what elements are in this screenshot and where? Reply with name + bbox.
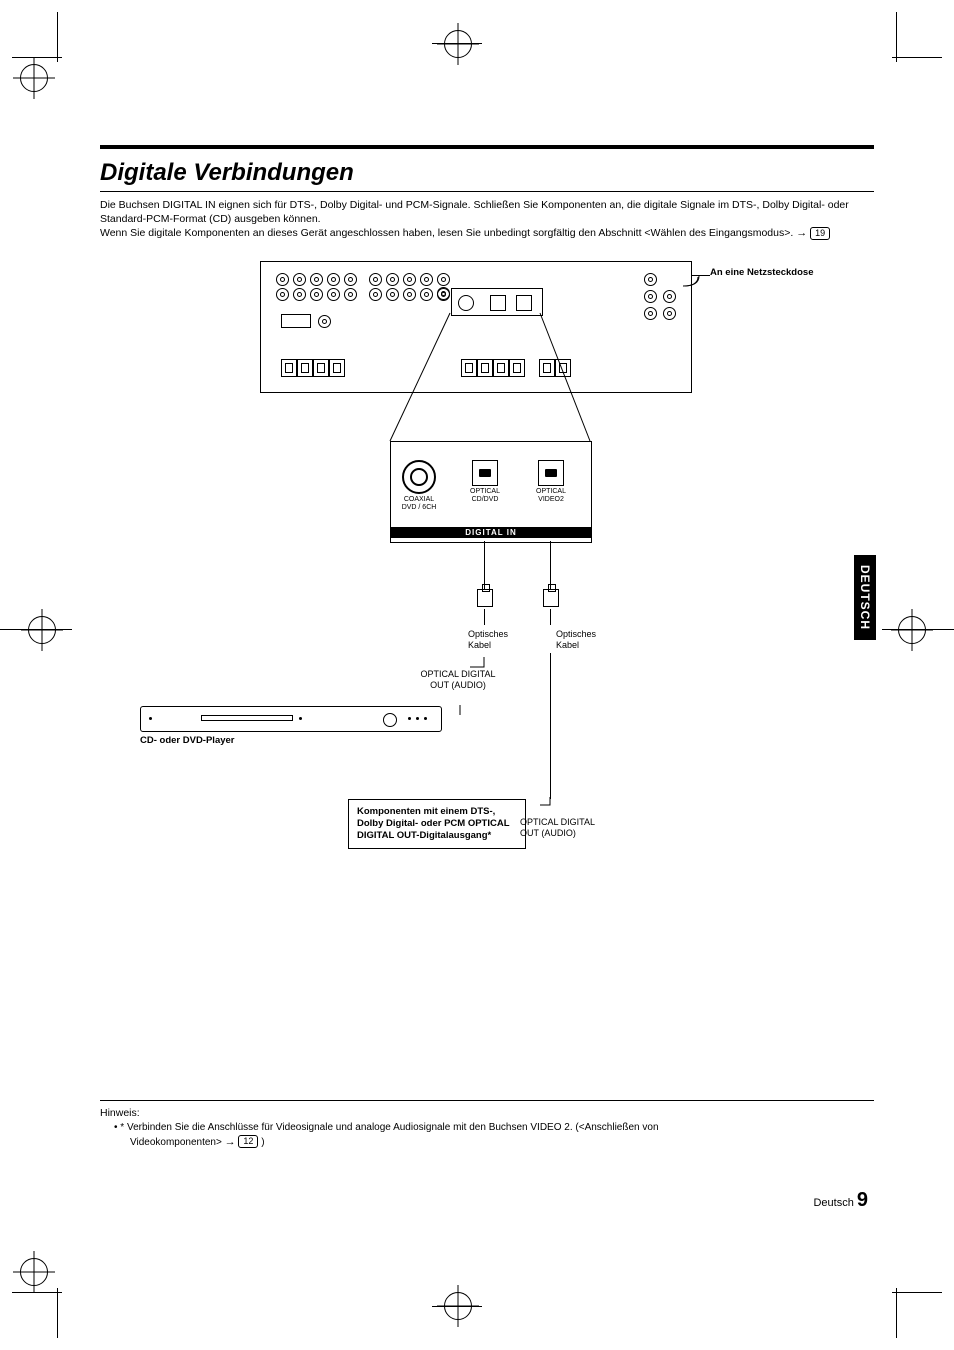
- optical-jack-icon: [538, 460, 564, 486]
- optical-cable-label: Optisches Kabel: [468, 629, 528, 650]
- note-text-a: * Verbinden Sie die Anschlüsse für Video…: [120, 1122, 658, 1133]
- page-lang: Deutsch: [813, 1197, 853, 1209]
- optical-cable-label: Optisches Kabel: [556, 629, 616, 650]
- ref-arrow: →: [796, 227, 807, 239]
- bracket-line: [540, 797, 570, 821]
- page: Digitale Verbindungen Die Buchsen DIGITA…: [0, 0, 954, 1350]
- crop-mark: [432, 43, 482, 44]
- cable-line: [484, 541, 485, 589]
- note-text-b: Videokomponenten>: [130, 1137, 225, 1148]
- heading-rule-top: [100, 145, 874, 149]
- connection-diagram: An eine Netzsteckdose COAXIAL DVD / 6CH …: [100, 261, 874, 901]
- intro-text: Die Buchsen DIGITAL IN eignen sich für D…: [100, 198, 874, 241]
- page-title: Digitale Verbindungen: [100, 159, 874, 187]
- optical2-label: OPTICAL VIDEO2: [529, 488, 573, 503]
- note-close-paren: ): [261, 1137, 264, 1148]
- intro-p1: Die Buchsen DIGITAL IN eignen sich für D…: [100, 199, 849, 225]
- crop-mark: [12, 57, 62, 58]
- power-jacks: [643, 272, 677, 321]
- dvd-player: [140, 706, 442, 732]
- optical1-label: OPTICAL CD/DVD: [463, 488, 507, 503]
- content-area: Digitale Verbindungen Die Buchsen DIGITA…: [100, 145, 874, 1250]
- callout-line: [692, 275, 710, 276]
- note-line1: • * Verbinden Sie die Anschlüsse für Vid…: [114, 1122, 659, 1133]
- crop-mark: [57, 12, 58, 62]
- footer-area: Hinweis: • * Verbinden Sie die Anschlüss…: [100, 1100, 874, 1149]
- page-num-value: 9: [857, 1189, 868, 1211]
- rear-panel: [260, 261, 692, 393]
- coaxial-jack-icon: [402, 460, 436, 494]
- crop-mark: [432, 1306, 482, 1307]
- crop-mark: [892, 1292, 942, 1293]
- crop-mark: [882, 629, 954, 630]
- heading-rule-under: [100, 191, 874, 192]
- ref-arrow: →: [225, 1136, 236, 1148]
- cable-line: [484, 609, 485, 625]
- player-label: CD- oder DVD-Player: [140, 735, 235, 746]
- digital-in-outline: [451, 288, 543, 316]
- cable-line: [550, 609, 551, 625]
- footer-rule: [100, 1100, 874, 1101]
- crop-mark: [12, 1292, 62, 1293]
- crop-mark: [896, 1288, 897, 1338]
- language-tab: DEUTSCH: [854, 555, 876, 640]
- note-line2: Videokomponenten> → 12 ): [130, 1135, 874, 1150]
- crop-mark: [57, 1288, 58, 1338]
- component-box: Komponenten mit einem DTS-, Dolby Digita…: [348, 799, 526, 849]
- jack-grid: [275, 272, 451, 302]
- intro-p2: Wenn Sie digitale Komponenten an dieses …: [100, 227, 796, 239]
- page-ref-19: 19: [810, 227, 830, 240]
- crop-mark: [896, 12, 897, 62]
- crop-circle: [20, 1258, 48, 1286]
- optical-plug-icon: [477, 589, 493, 607]
- digital-in-zoom: COAXIAL DVD / 6CH OPTICAL CD/DVD OPTICAL…: [390, 441, 592, 543]
- power-callout: An eine Netzsteckdose: [710, 267, 813, 278]
- crop-circle: [20, 64, 48, 92]
- crop-mark: [892, 57, 942, 58]
- cable-line: [550, 653, 551, 799]
- digital-in-label: DIGITAL IN: [391, 527, 591, 538]
- page-ref-12: 12: [238, 1135, 258, 1148]
- crop-circle-top: [444, 30, 472, 58]
- page-number: Deutsch 9: [813, 1189, 868, 1212]
- cable-line: [550, 541, 551, 589]
- crop-mark: [0, 629, 72, 630]
- note-item: • * Verbinden Sie die Anschlüsse für Vid…: [114, 1121, 874, 1149]
- optical-plug-icon: [543, 589, 559, 607]
- optical-jack-icon: [472, 460, 498, 486]
- crop-circle-left: [28, 616, 56, 644]
- power-cord-icon: [681, 274, 701, 288]
- note-heading: Hinweis:: [100, 1107, 874, 1119]
- coaxial-label: COAXIAL DVD / 6CH: [397, 496, 441, 511]
- crop-circle-right: [898, 616, 926, 644]
